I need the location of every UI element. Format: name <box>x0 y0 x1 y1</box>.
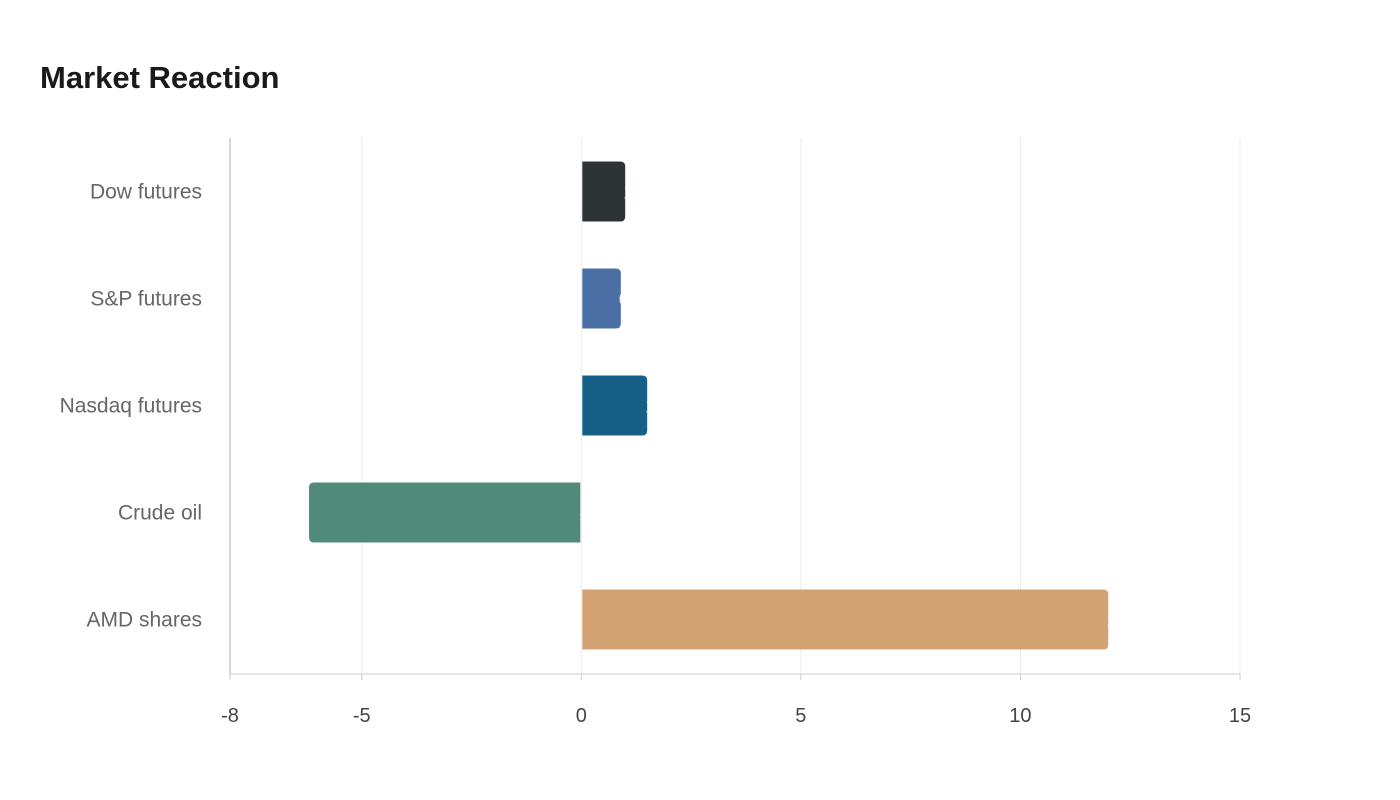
category-label: Dow futures <box>90 181 202 204</box>
bar-value-label: 1.5 <box>645 397 670 417</box>
x-tick-label: -8 <box>221 705 239 727</box>
category-label: AMD shares <box>86 609 202 632</box>
bar <box>582 161 626 222</box>
x-tick-label: 15 <box>1229 705 1251 727</box>
gridlines <box>361 138 1241 674</box>
category-label: S&P futures <box>90 288 202 311</box>
x-tick-label: -5 <box>353 705 371 727</box>
x-tick-label: 0 <box>576 705 587 727</box>
bar <box>309 482 581 543</box>
bar-value-label: 12 <box>1106 611 1126 631</box>
bar-value-label: 1 <box>623 183 633 203</box>
category-label: Nasdaq futures <box>60 395 202 418</box>
x-tick-label: 10 <box>1009 705 1031 727</box>
axes: -8 -5 0 5 10 15 <box>221 138 1251 727</box>
bars <box>309 161 1109 650</box>
bar <box>582 268 621 329</box>
bar <box>582 589 1109 650</box>
chart-title: Market Reaction <box>40 60 280 95</box>
bar-value-label: 0.9 <box>619 290 644 310</box>
bar-value-label: -6.2 <box>579 504 610 524</box>
bar <box>582 375 648 436</box>
category-label: Crude oil <box>118 502 202 525</box>
x-tick-label: 5 <box>795 705 806 727</box>
